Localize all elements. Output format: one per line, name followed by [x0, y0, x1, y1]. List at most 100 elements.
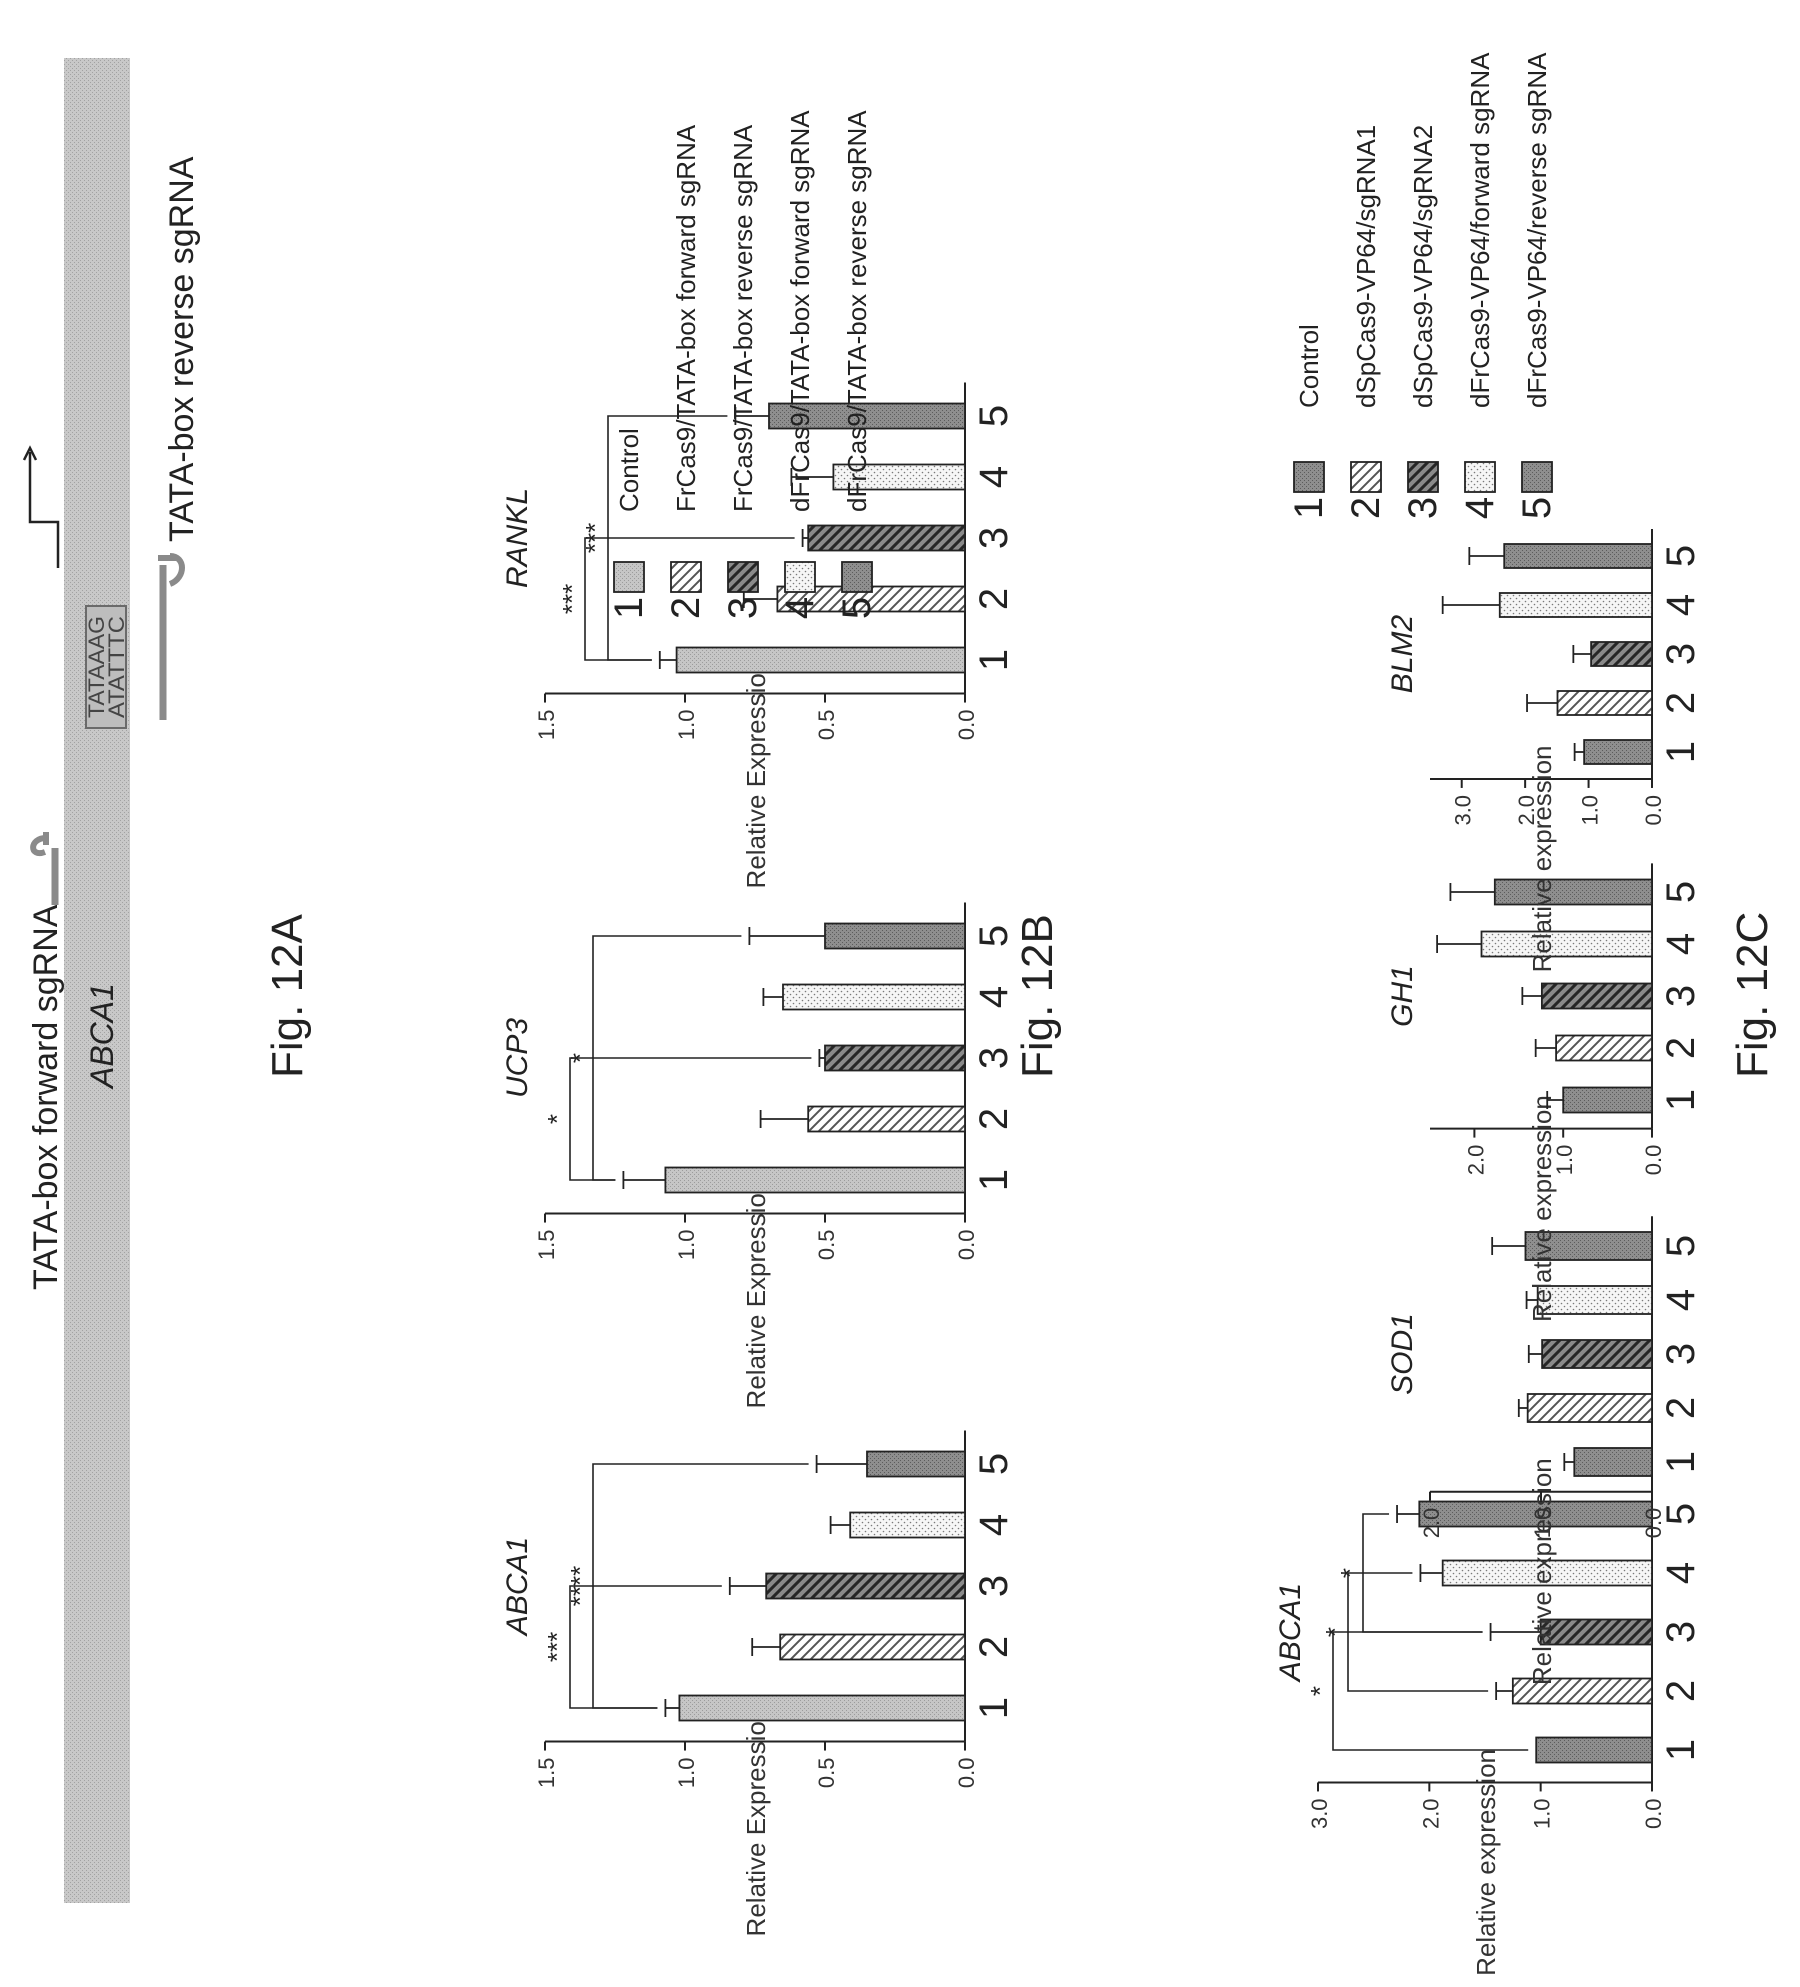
value-tick-label: 0.0	[1641, 1145, 1666, 1176]
category-label: 5	[972, 925, 1016, 947]
legend-label: dFrCas9-VP64/reverse sgRNA	[1522, 52, 1552, 408]
value-tick-label: 1.0	[674, 710, 699, 741]
category-label: 2	[1659, 692, 1703, 714]
chart-title: GH1	[1386, 965, 1419, 1027]
value-axis-title: Relative expression	[1527, 1095, 1557, 1322]
fig12b-panel: 0.00.51.01.5 Relative ExpressionABCA11234…	[501, 110, 1062, 1937]
legend-number: 2	[1344, 497, 1388, 519]
bar	[664, 1166, 966, 1194]
category-label: 2	[1659, 1037, 1703, 1059]
bar	[675, 646, 966, 674]
value-axis-title: Relative expression	[1471, 1749, 1501, 1976]
bar	[782, 983, 966, 1011]
value-tick-label: 3.0	[1451, 795, 1476, 826]
bar	[1541, 1339, 1653, 1369]
reverse-sgrna-icon	[158, 553, 185, 720]
value-tick-label: 2.0	[1463, 1145, 1488, 1176]
legend-number: 5	[1515, 497, 1559, 519]
bar	[765, 1572, 966, 1600]
bar	[1539, 1618, 1653, 1646]
legend-swatch	[670, 561, 702, 593]
bar	[1583, 739, 1653, 765]
bar	[866, 1450, 966, 1478]
legend-number: 4	[778, 597, 822, 619]
significance-bracket	[1362, 1513, 1483, 1633]
fig12a-panel: TATA-box forward sgRNA ABCA1 TATAAAG ATA…	[22, 58, 312, 1903]
significance-label: *	[565, 1053, 595, 1063]
category-label: 3	[1659, 1343, 1703, 1365]
value-tick-label: 1.0	[1552, 1145, 1577, 1176]
category-label: 1	[972, 1697, 1016, 1719]
bar	[1573, 1447, 1653, 1477]
bar	[678, 1694, 966, 1722]
legend-label: Control	[1294, 324, 1324, 408]
gene-label-abca1: ABCA1	[84, 983, 120, 1090]
category-label: 2	[1659, 1680, 1703, 1702]
significance-label: *	[1305, 1686, 1335, 1696]
forward-sgrna-label: TATA-box forward sgRNA	[27, 904, 65, 1290]
value-axis-title: Relative Expression	[741, 659, 771, 889]
significance-bracket	[1347, 1572, 1489, 1692]
legend-label: dFrCas9-VP64/forward sgRNA	[1465, 52, 1495, 408]
legend-number: 3	[1401, 497, 1445, 519]
value-tick-label: 0.0	[954, 710, 979, 741]
reverse-sgrna-label: TATA-box reverse sgRNA	[163, 156, 201, 542]
value-tick-label: 0.5	[814, 710, 839, 741]
value-tick-label: 0.5	[814, 1230, 839, 1261]
bar	[1503, 543, 1653, 569]
bar	[1493, 878, 1653, 906]
significance-label: *	[1320, 1627, 1350, 1637]
legend-number: 2	[664, 597, 708, 619]
fig12a-caption: Fig. 12A	[263, 913, 312, 1078]
transcription-start-arrow-icon	[22, 445, 60, 568]
category-label: 1	[972, 649, 1016, 671]
category-label: 4	[972, 986, 1016, 1008]
legend-swatch	[1464, 461, 1496, 493]
category-label: 3	[1659, 985, 1703, 1007]
legend-swatch	[1407, 461, 1439, 493]
chart-title: UCP3	[501, 1018, 534, 1098]
significance-label: ****	[565, 1566, 595, 1606]
significance-bracket	[607, 415, 728, 661]
chart-title: BLM2	[1386, 615, 1419, 694]
category-label: 5	[1659, 1503, 1703, 1525]
legend-number: 3	[721, 597, 765, 619]
value-tick-label: 0.0	[954, 1758, 979, 1789]
category-label: 5	[1659, 1235, 1703, 1257]
category-label: 3	[1659, 1621, 1703, 1643]
abca1-promoter-band	[64, 58, 130, 1903]
legend-label: Control	[614, 428, 644, 512]
legend-swatch	[784, 561, 816, 593]
legend-number: 1	[607, 597, 651, 619]
legend-label: dFrCas9/TATA-box forward sgRNA	[785, 110, 815, 512]
value-tick-label: 0.0	[1641, 795, 1666, 826]
value-tick-label: 2.0	[1514, 795, 1539, 826]
value-tick-label: 3.0	[1307, 1798, 1332, 1829]
chart-12c-abca1: 0.0 1.0 2.0 3.0 Relative expression ABCA1 1 2 3 4…	[1274, 1481, 1703, 1976]
value-axis-title: Relative Expression	[741, 1179, 771, 1409]
tata-sequence-top: TATAAAG	[84, 616, 109, 718]
bar	[1590, 641, 1653, 667]
chart-title: RANKL	[501, 488, 534, 588]
value-tick-label: 1.0	[1578, 795, 1603, 826]
legend-swatch	[1521, 461, 1553, 493]
chart-12c-blm2: 0.0 1.0 2.0 3.0 Relative expression BLM2 1 2 3 4 5	[1386, 529, 1703, 972]
value-tick-label: 1.5	[534, 710, 559, 741]
significance-label: ***	[580, 523, 610, 553]
value-tick-label: 1.0	[674, 1758, 699, 1789]
chart-title: SOD1	[1386, 1313, 1419, 1395]
category-label: 1	[1659, 741, 1703, 763]
bar	[807, 524, 966, 552]
category-label: 5	[1659, 881, 1703, 903]
significance-bracket	[592, 1463, 809, 1709]
fig12b-legend: 1 Control 2 FrCas9/TATA-box forward sgRNA 3 F…	[607, 110, 879, 619]
legend-label: dFrCas9/TATA-box reverse sgRNA	[842, 110, 872, 512]
category-label: 1	[1659, 1451, 1703, 1473]
bar	[1524, 1231, 1653, 1261]
value-tick-label: 0.0	[1641, 1798, 1666, 1829]
legend-label: dSpCas9-VP64/sgRNA2	[1408, 125, 1438, 408]
category-label: 1	[972, 1169, 1016, 1191]
value-axis-title: Relative Expression	[741, 1707, 771, 1937]
legend-label: FrCas9/TATA-box reverse sgRNA	[728, 124, 758, 512]
